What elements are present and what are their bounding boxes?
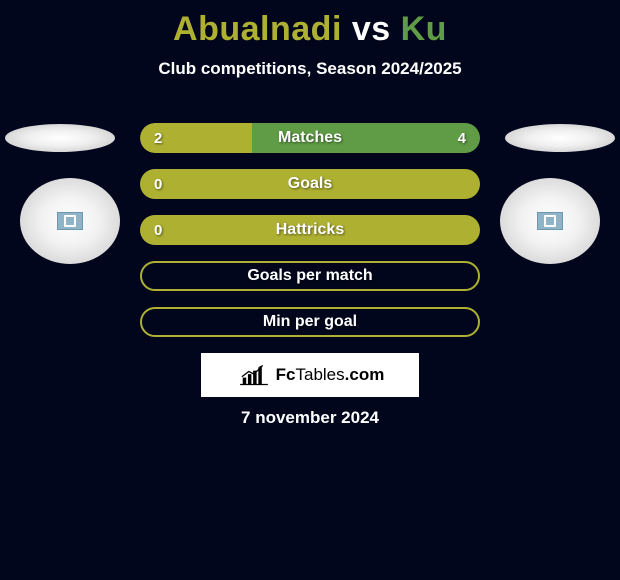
stat-label: Matches xyxy=(278,129,342,147)
brand-light: Tables xyxy=(296,365,345,384)
vs-text: vs xyxy=(352,10,401,48)
stat-label: Hattricks xyxy=(276,221,344,239)
brand-text: FcTables.com xyxy=(276,365,385,385)
stat-value-left: 0 xyxy=(154,222,162,239)
brand-suffix: .com xyxy=(345,365,385,384)
stat-row: 0 Hattricks xyxy=(140,215,480,245)
subtitle: Club competitions, Season 2024/2025 xyxy=(0,59,620,79)
brand-chart-icon xyxy=(236,362,272,388)
stat-label: Goals per match xyxy=(247,267,372,285)
club-placeholder-icon xyxy=(57,212,83,230)
stat-value-left: 2 xyxy=(154,130,162,147)
stat-label: Goals xyxy=(288,175,332,193)
brand-badge: FcTables.com xyxy=(201,353,419,397)
stat-row: Goals per match xyxy=(140,261,480,291)
stat-row: 0 Goals xyxy=(140,169,480,199)
stat-label: Min per goal xyxy=(263,313,357,331)
brand-bold: Fc xyxy=(276,365,296,384)
date-text: 7 november 2024 xyxy=(0,408,620,428)
stat-row: 2 4 Matches xyxy=(140,123,480,153)
player2-club-logo xyxy=(500,178,600,264)
player1-avatar xyxy=(5,124,115,152)
comparison-title: Abualnadi vs Ku xyxy=(0,0,620,49)
stat-value-left: 0 xyxy=(154,176,162,193)
player1-club-logo xyxy=(20,178,120,264)
stat-row: Min per goal xyxy=(140,307,480,337)
player1-name: Abualnadi xyxy=(173,10,342,48)
stat-value-right: 4 xyxy=(458,130,466,147)
player2-avatar xyxy=(505,124,615,152)
club-placeholder-icon xyxy=(537,212,563,230)
stats-container: 2 4 Matches 0 Goals 0 Hattricks Goals per match… xyxy=(140,123,480,353)
player2-name: Ku xyxy=(401,10,447,48)
